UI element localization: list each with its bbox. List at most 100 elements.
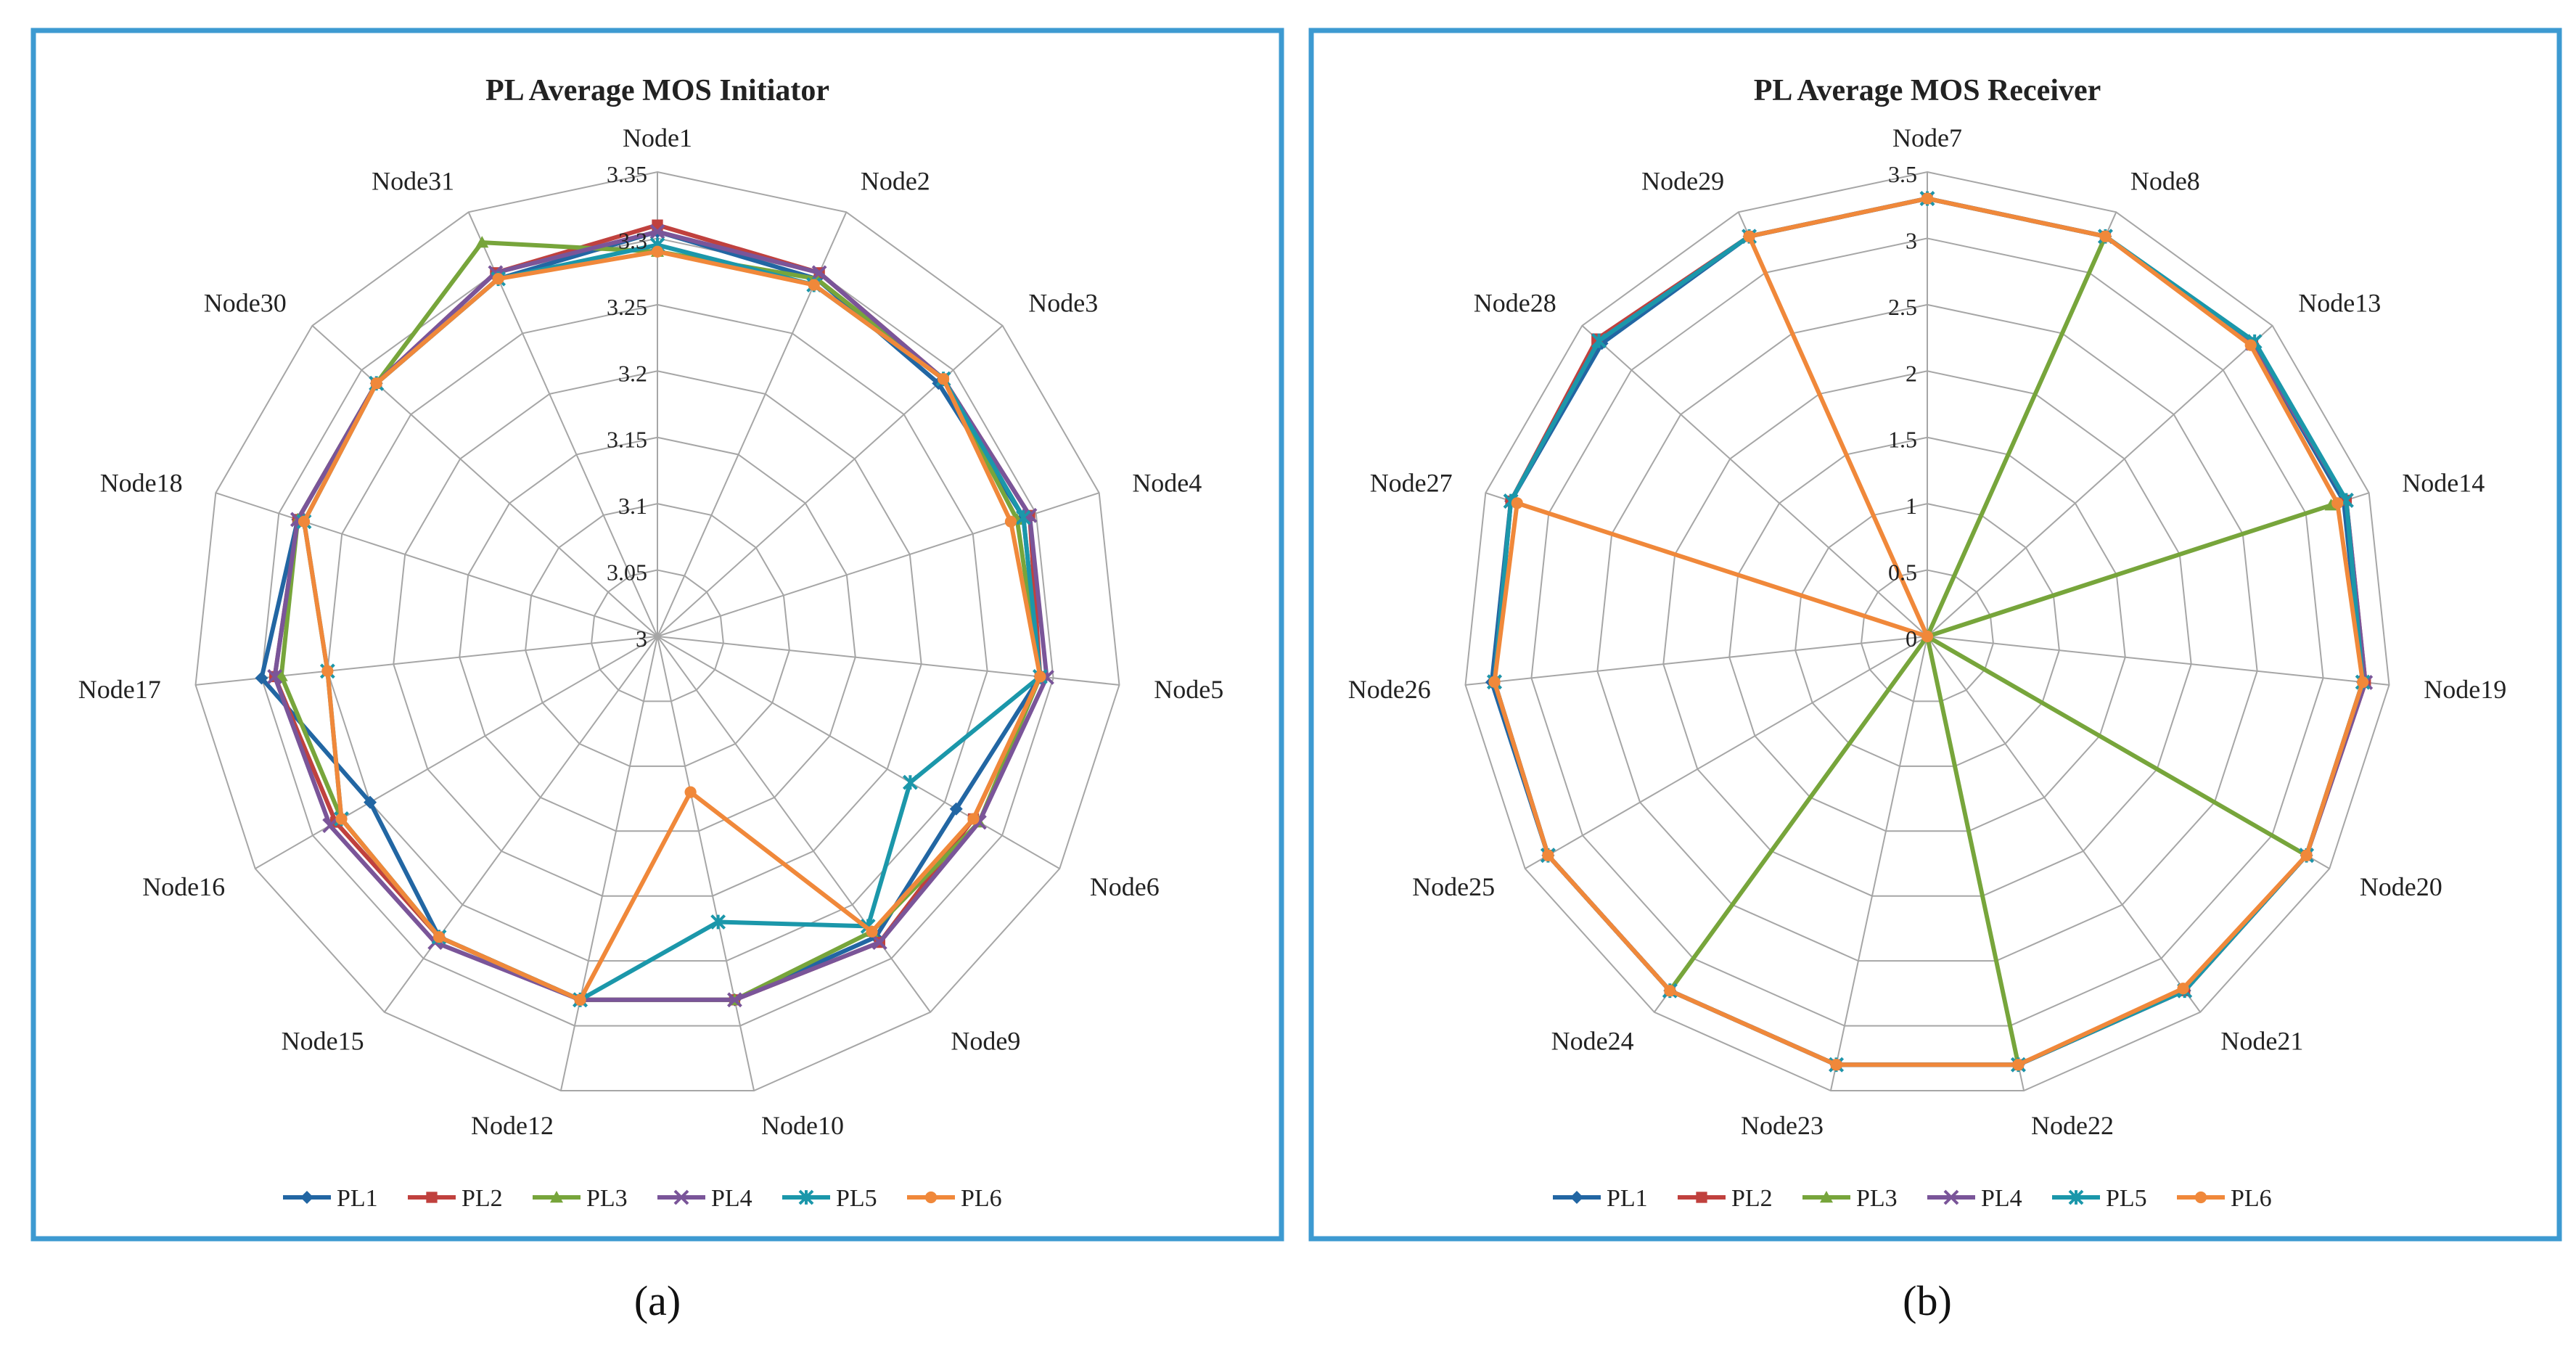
- grid-ring: [459, 436, 856, 832]
- legend-marker: [1820, 1191, 1833, 1203]
- data-point: [1015, 509, 1031, 525]
- data-point: [2357, 676, 2369, 689]
- category-label: Node20: [2360, 872, 2442, 901]
- data-point: [949, 802, 963, 816]
- data-point: [2300, 849, 2313, 861]
- data-point: [492, 273, 504, 285]
- grid-spoke: [216, 492, 658, 637]
- radial-tick-label: 3: [636, 626, 647, 652]
- legend-item: PL2: [408, 1185, 503, 1212]
- category-label: Node2: [861, 166, 930, 195]
- radial-tick-label: 0: [1906, 626, 1917, 652]
- category-label: Node4: [1132, 468, 1202, 497]
- radial-tick-label: 3.2: [618, 360, 647, 386]
- radial-tick-label: 3.05: [607, 559, 647, 586]
- legend-label: PL4: [1981, 1185, 2022, 1212]
- grid-spoke: [559, 636, 658, 1091]
- legend-item: PL4: [1927, 1185, 2022, 1212]
- grid-ring: [1530, 237, 2324, 1027]
- grid-spoke: [1829, 636, 1928, 1091]
- data-point: [902, 774, 918, 790]
- legend-item: PL5: [2052, 1185, 2147, 1212]
- data-point: [871, 935, 887, 951]
- radial-tick-label: 3.5: [1888, 161, 1917, 187]
- panel-b-legend: PL1 PL2 PL3 PL4 PL5 PL6: [1553, 1185, 2272, 1212]
- data-point: [811, 265, 827, 281]
- radial-tick-label: 3: [1906, 227, 1917, 253]
- data-point: [866, 925, 878, 938]
- grid-ring: [327, 303, 988, 962]
- panel-b-label: (b): [1903, 1277, 1952, 1324]
- grid-ring: [1596, 303, 2258, 962]
- radial-tick-label: 1: [1906, 493, 1917, 519]
- legend-item: PL2: [1678, 1185, 1773, 1212]
- data-point: [727, 992, 742, 1008]
- data-point: [1921, 630, 1934, 643]
- data-point: [1488, 676, 1501, 688]
- grid-ring: [1794, 503, 2060, 767]
- category-label: Node17: [78, 675, 161, 704]
- grid-spoke: [1927, 325, 2273, 637]
- data-point: [475, 236, 489, 248]
- radial-tick-label: 3.25: [607, 294, 647, 320]
- data-point: [651, 245, 664, 258]
- panel-a-legend: PL1 PL2 PL3 PL4 PL5 PL6: [283, 1185, 1002, 1212]
- legend-label: PL5: [836, 1185, 877, 1212]
- legend-label: PL6: [961, 1185, 1002, 1212]
- data-point: [2331, 497, 2344, 509]
- legend-label: PL3: [586, 1185, 628, 1212]
- grid-spoke: [1525, 636, 1928, 869]
- category-label: Node7: [1892, 123, 1962, 152]
- panel-b-title: PL Average MOS Receiver: [1754, 74, 2101, 107]
- category-label: Node1: [623, 123, 692, 152]
- radial-tick-label: 0.5: [1888, 559, 1917, 586]
- grid-spoke: [255, 636, 658, 869]
- panel-a-title: PL Average MOS Initiator: [485, 74, 829, 107]
- data-point: [1542, 849, 1554, 861]
- data-point: [1743, 230, 1755, 242]
- category-label: Node13: [2298, 289, 2381, 318]
- legend-label: PL1: [337, 1185, 378, 1212]
- data-point: [1921, 192, 1934, 205]
- data-point: [255, 671, 268, 685]
- category-label: Node30: [204, 289, 287, 318]
- legend-marker: [673, 1189, 689, 1205]
- grid-ring: [194, 171, 1120, 1092]
- series-PL6: [1488, 192, 2369, 1071]
- category-label: Node6: [1090, 872, 1160, 901]
- data-point: [335, 813, 348, 825]
- category-label: Node24: [1551, 1027, 1634, 1056]
- legend-marker: [798, 1189, 814, 1205]
- radial-tick-label: 3.1: [618, 493, 647, 519]
- category-label: Node18: [100, 468, 183, 497]
- data-point: [322, 818, 338, 833]
- panel-a-radar: Node1 Node2 Node3 Node4 Node5 Node6 Node9 Node1…: [78, 123, 1223, 1140]
- category-label: Node27: [1370, 468, 1453, 497]
- radial-tick-label: 3.15: [607, 427, 647, 453]
- grid-ring: [1861, 569, 1994, 702]
- radial-tick-label: 3.3: [618, 227, 647, 253]
- data-point: [2012, 1059, 2025, 1071]
- category-label: Node14: [2402, 468, 2485, 497]
- category-label: Node12: [471, 1111, 554, 1140]
- category-label: Node10: [761, 1111, 844, 1140]
- data-point: [1004, 515, 1017, 528]
- legend-item: PL3: [1802, 1185, 1898, 1212]
- legend-item: PL6: [2177, 1185, 2272, 1212]
- data-point: [1830, 1059, 1842, 1071]
- panel-b-radar: Node7 Node8 Node13 Node14 Node19 Node20 Node21…: [1348, 123, 2506, 1140]
- data-point: [574, 993, 586, 1006]
- grid-ring: [393, 370, 922, 897]
- grid-ring: [1464, 171, 2390, 1092]
- category-label: Node31: [372, 166, 454, 195]
- category-label: Node15: [282, 1027, 364, 1056]
- data-point: [2244, 339, 2257, 351]
- data-point: [321, 665, 334, 677]
- legend-marker: [550, 1191, 563, 1203]
- legend-item: PL1: [283, 1185, 378, 1212]
- legend-marker: [924, 1191, 938, 1204]
- grid-ring: [525, 503, 790, 767]
- data-point: [1034, 671, 1046, 683]
- legend-marker: [426, 1192, 438, 1203]
- data-point: [649, 224, 665, 239]
